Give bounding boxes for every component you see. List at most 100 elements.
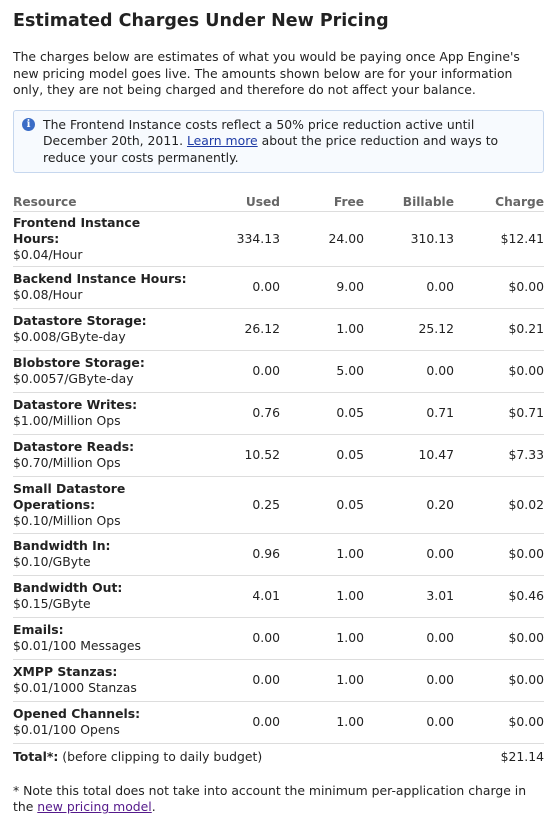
resource-name: Datastore Writes: (13, 397, 138, 413)
table-row: Backend Instance Hours: $0.08/Hour 0.00 9… (13, 266, 544, 309)
table-row: Blobstore Storage: $0.0057/GByte-day 0.00… (13, 350, 544, 393)
resource-name: Emails: (13, 622, 64, 638)
resource-name: Datastore Storage: (13, 313, 147, 329)
learn-more-link[interactable]: Learn more (186, 133, 258, 149)
resource-name: Bandwidth Out: (13, 580, 123, 596)
resource-cell: Backend Instance Hours: $0.08/Hour (13, 266, 189, 309)
resource-rate: $0.01/100 Messages (13, 638, 141, 654)
table-row: Datastore Writes: $1.00/Million Ops 0.76 … (13, 392, 544, 435)
header-charge: Charge (454, 186, 544, 212)
header-used: Used (189, 186, 280, 212)
total-row: Total*: (before clipping to daily budget… (13, 743, 544, 770)
resource-rate: $0.15/GByte (13, 596, 91, 612)
used-cell: 26.12 (189, 308, 280, 351)
table-row: Small Datastore Operations: $0.10/Million… (13, 476, 544, 534)
charge-cell: $0.46 (454, 575, 544, 618)
resource-cell: Bandwidth In: $0.10/GByte (13, 533, 189, 576)
total-note: (before clipping to daily budget) (62, 748, 263, 764)
used-cell: 0.00 (189, 659, 280, 702)
free-cell: 24.00 (280, 211, 364, 267)
header-resource: Resource (13, 186, 189, 212)
used-cell: 0.00 (189, 266, 280, 309)
resource-rate: $0.01/100 Opens (13, 722, 120, 738)
free-cell: 0.05 (280, 392, 364, 435)
resource-cell: Datastore Writes: $1.00/Million Ops (13, 392, 189, 435)
charge-cell: $12.41 (454, 211, 544, 267)
charge-cell: $0.00 (454, 701, 544, 744)
resource-name: Bandwidth In: (13, 538, 111, 554)
notice-text-before: The Frontend Instance costs reflect a 50… (43, 116, 475, 149)
used-cell: 334.13 (189, 211, 280, 267)
billable-cell: 0.71 (364, 392, 454, 435)
resource-rate: $0.70/Million Ops (13, 455, 121, 471)
table-row: Bandwidth Out: $0.15/GByte 4.01 1.00 3.01… (13, 575, 544, 618)
resource-cell: Blobstore Storage: $0.0057/GByte-day (13, 350, 189, 393)
resource-cell: Small Datastore Operations: $0.10/Million… (13, 476, 189, 534)
billable-cell: 0.00 (364, 350, 454, 393)
notice-text-after: about the price reduction and ways to re… (43, 133, 499, 165)
billable-cell: 0.00 (364, 266, 454, 309)
billable-cell: 3.01 (364, 575, 454, 618)
total-label: Total*: (13, 748, 59, 764)
charge-cell: $0.71 (454, 392, 544, 435)
table-header-row: Resource Used Free Billable Charge (13, 186, 544, 212)
table-row: Emails: $0.01/100 Messages 0.00 1.00 0.00… (13, 617, 544, 660)
resource-name: Blobstore Storage: (13, 355, 145, 371)
intro-text: The charges below are estimates of what … (13, 49, 520, 98)
resource-cell: Opened Channels: $0.01/100 Opens (13, 701, 189, 744)
table-row: Frontend Instance Hours: $0.04/Hour 334.1… (13, 211, 544, 267)
charges-table: Resource Used Free Billable Charge Front… (13, 186, 544, 770)
charge-cell: $0.02 (454, 476, 544, 534)
free-cell: 1.00 (280, 659, 364, 702)
used-cell: 0.76 (189, 392, 280, 435)
used-cell: 0.25 (189, 476, 280, 534)
used-cell: 0.96 (189, 533, 280, 576)
charge-cell: $0.00 (454, 617, 544, 660)
header-free: Free (280, 186, 364, 212)
new-pricing-model-link[interactable]: new pricing model (37, 799, 152, 815)
footnote: * Note this total does not take into acc… (13, 783, 544, 816)
table-row: Datastore Storage: $0.008/GByte-day 26.12… (13, 308, 544, 351)
charge-cell: $0.00 (454, 533, 544, 576)
table-row: Opened Channels: $0.01/100 Opens 0.00 1.0… (13, 701, 544, 744)
table-row: Bandwidth In: $0.10/GByte 0.96 1.00 0.00 … (13, 533, 544, 576)
resource-rate: $0.04/Hour (13, 246, 83, 262)
resource-cell: Frontend Instance Hours: $0.04/Hour (13, 211, 189, 267)
billable-cell: 0.00 (364, 659, 454, 702)
footnote-end: . (151, 799, 156, 815)
resource-rate: $0.0057/GByte-day (13, 371, 134, 387)
used-cell: 0.00 (189, 350, 280, 393)
footnote-text: * Note this total does not take into acc… (13, 782, 527, 815)
resource-name: XMPP Stanzas: (13, 664, 118, 680)
used-cell: 0.00 (189, 617, 280, 660)
used-cell: 10.52 (189, 434, 280, 477)
resource-rate: $0.008/GByte-day (13, 329, 126, 345)
resource-name: Backend Instance Hours: (13, 271, 187, 287)
billable-cell: 25.12 (364, 308, 454, 351)
resource-cell: XMPP Stanzas: $0.01/1000 Stanzas (13, 659, 189, 702)
resource-name: Frontend Instance Hours: (13, 214, 141, 246)
free-cell: 1.00 (280, 617, 364, 660)
free-cell: 9.00 (280, 266, 364, 309)
total-charge: $21.14 (500, 748, 544, 764)
page-title: Estimated Charges Under New Pricing (13, 11, 389, 31)
resource-rate: $0.08/Hour (13, 287, 83, 303)
billable-cell: 0.00 (364, 617, 454, 660)
total-label-cell: Total*: (before clipping to daily budget… (13, 743, 454, 770)
info-icon: i (22, 117, 35, 131)
header-billable: Billable (364, 186, 454, 212)
used-cell: 0.00 (189, 701, 280, 744)
free-cell: 1.00 (280, 575, 364, 618)
charge-cell: $7.33 (454, 434, 544, 477)
resource-rate: $1.00/Million Ops (13, 413, 121, 429)
charge-cell: $0.00 (454, 266, 544, 309)
resource-rate: $0.01/1000 Stanzas (13, 680, 137, 696)
resource-cell: Emails: $0.01/100 Messages (13, 617, 189, 660)
charge-cell: $0.00 (454, 350, 544, 393)
free-cell: 0.05 (280, 476, 364, 534)
resource-cell: Datastore Reads: $0.70/Million Ops (13, 434, 189, 477)
billable-cell: 310.13 (364, 211, 454, 267)
table-row: Datastore Reads: $0.70/Million Ops 10.52 … (13, 434, 544, 477)
table-row: XMPP Stanzas: $0.01/1000 Stanzas 0.00 1.0… (13, 659, 544, 702)
